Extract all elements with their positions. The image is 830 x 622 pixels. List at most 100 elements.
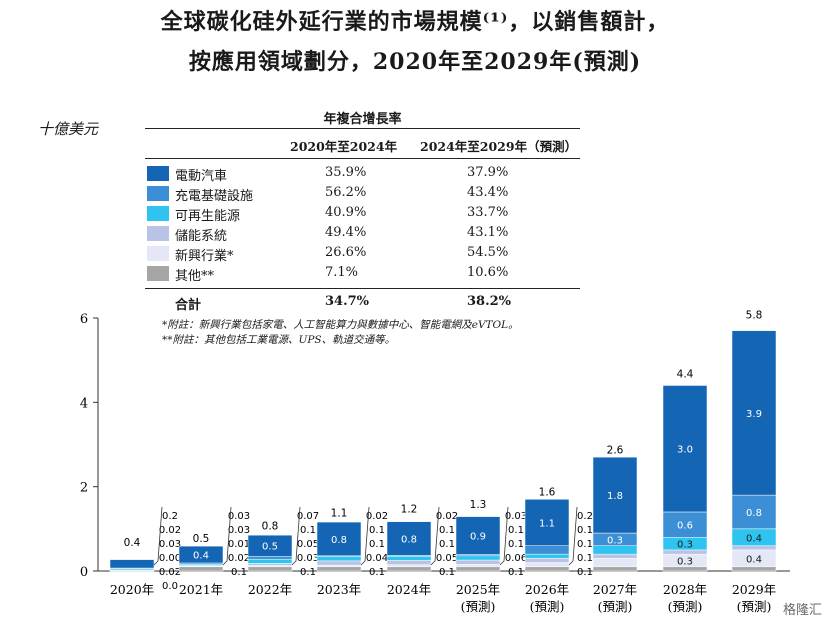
data-label: 3.9 bbox=[746, 409, 762, 420]
total-label: 合計 bbox=[175, 298, 202, 313]
side-data-label: 0.05 bbox=[436, 553, 458, 564]
bar-segment bbox=[455, 566, 501, 572]
x-tick-label: 2021年 bbox=[179, 582, 223, 597]
bar-segment bbox=[247, 555, 293, 560]
bar-segment bbox=[455, 559, 501, 565]
bar-segment bbox=[592, 566, 638, 572]
total-label: 1.1 bbox=[331, 508, 348, 520]
table-rule bbox=[145, 158, 580, 159]
side-data-label: 0.02 bbox=[159, 567, 181, 578]
side-data-label: 0.03 bbox=[228, 525, 250, 536]
side-data-label: 0.06 bbox=[505, 553, 527, 564]
side-data-label: 0.1 bbox=[300, 525, 316, 536]
bar-segment bbox=[316, 521, 362, 557]
x-tick-label: 2023年 bbox=[317, 582, 361, 597]
side-data-label: 0.02 bbox=[366, 511, 388, 522]
bar-segment bbox=[592, 456, 638, 534]
footnote-other: **附註：其他包括工業電源、UPS、軌道交通等。 bbox=[162, 334, 396, 346]
bar-segment bbox=[524, 553, 570, 559]
x-tick-label: 2025年 bbox=[456, 582, 500, 597]
cagr-value: 7.1% bbox=[325, 265, 359, 280]
side-data-label: 0.1 bbox=[369, 539, 385, 550]
bar-segment bbox=[662, 511, 708, 538]
bar-segment bbox=[386, 566, 432, 572]
data-label: 0.3 bbox=[677, 556, 693, 567]
cagr-value: 56.2% bbox=[325, 185, 367, 200]
bar-segment bbox=[386, 521, 432, 556]
cagr-row-other: 其他** 7.1% 10.6% bbox=[145, 264, 580, 284]
bar-segment bbox=[178, 545, 224, 564]
side-data-label: 0.1 bbox=[369, 525, 385, 536]
bar-segment bbox=[247, 558, 293, 564]
y-tick-label: 0 bbox=[80, 565, 88, 580]
x-tick-label: 2027年 bbox=[593, 582, 637, 597]
bar-segment bbox=[662, 385, 708, 513]
data-label: 0.4 bbox=[746, 533, 762, 544]
legend-swatch-ev bbox=[147, 166, 169, 181]
total-label: 1.2 bbox=[401, 503, 418, 515]
cagr-row-total: 合計 34.7% 38.2% bbox=[145, 293, 580, 313]
legend-label: 充電基礎設施 bbox=[175, 189, 254, 204]
total-label: 2.6 bbox=[607, 444, 624, 456]
y-tick-label: 6 bbox=[80, 312, 88, 327]
x-tick-label: 2028年 bbox=[663, 582, 707, 597]
cagr-row-ev: 電動汽車 35.9% 37.9% bbox=[145, 164, 580, 184]
y-tick-label: 4 bbox=[80, 396, 88, 411]
data-label: 0.3 bbox=[677, 540, 693, 551]
side-data-label: 0.01 bbox=[228, 539, 250, 550]
side-data-label: 0.02 bbox=[228, 553, 250, 564]
leader-line bbox=[153, 506, 163, 566]
leader-line bbox=[360, 506, 370, 566]
x-tick-label: (預測) bbox=[461, 599, 496, 614]
bar-segment bbox=[731, 566, 777, 572]
watermark: 格隆汇 bbox=[782, 603, 822, 618]
side-data-label: 0.1 bbox=[439, 539, 455, 550]
cagr-value: 26.6% bbox=[325, 245, 367, 260]
total-label: 1.6 bbox=[539, 487, 556, 499]
x-tick-label: (預測) bbox=[530, 599, 565, 614]
total-label: 1.3 bbox=[470, 499, 487, 511]
bar-segment bbox=[731, 494, 777, 530]
bar-segment bbox=[524, 499, 570, 546]
bar-segment bbox=[455, 564, 501, 568]
bar-segment bbox=[524, 566, 570, 572]
legend-label: 儲能系統 bbox=[175, 229, 228, 244]
bar-segment bbox=[524, 562, 570, 568]
cagr-value: 38.2% bbox=[467, 294, 512, 309]
cagr-value: 33.7% bbox=[467, 205, 509, 220]
legend-label: 電動汽車 bbox=[175, 169, 228, 184]
side-data-label: 0.1 bbox=[300, 567, 316, 578]
side-data-label: 0.1 bbox=[577, 539, 593, 550]
cagr-value: 10.6% bbox=[467, 265, 509, 280]
data-label: 0.8 bbox=[331, 535, 347, 546]
footnotes: *附註：新興行業包括家電、人工智能算力與數據中心、智能電網及eVTOL。 **附… bbox=[162, 318, 519, 348]
leader-line bbox=[222, 506, 232, 566]
chart-title-line-2: 按應用領域劃分，2020年至2029年(預測) bbox=[188, 49, 642, 75]
side-data-label: 0.2 bbox=[577, 511, 593, 522]
bar-segment bbox=[316, 556, 362, 562]
data-label: 1.8 bbox=[607, 491, 623, 502]
side-data-label: 0.1 bbox=[439, 525, 455, 536]
bar-segment bbox=[247, 534, 293, 557]
side-data-label: 0.04 bbox=[366, 553, 388, 564]
total-label: 4.4 bbox=[677, 368, 694, 380]
legend-label: 新興行業* bbox=[175, 249, 234, 264]
side-data-label: 0.00 bbox=[159, 553, 181, 564]
x-tick-label: (預測) bbox=[737, 599, 772, 614]
cagr-value: 37.9% bbox=[467, 165, 509, 180]
bar-segment bbox=[386, 555, 432, 561]
legend-swatch-other bbox=[147, 266, 169, 281]
total-label: 0.4 bbox=[124, 537, 141, 549]
bar-segment bbox=[109, 559, 155, 569]
side-data-label: 0.1 bbox=[508, 567, 524, 578]
leader-line bbox=[568, 506, 578, 566]
cagr-col2-header: 2024年至2029年（預測） bbox=[420, 139, 578, 154]
bar-segment bbox=[524, 545, 570, 555]
x-tick-label: 2029年 bbox=[732, 582, 776, 597]
bar-segment bbox=[316, 560, 362, 566]
side-data-label: 0.1 bbox=[508, 539, 524, 550]
bar-segment bbox=[731, 330, 777, 496]
x-tick-label: 2026年 bbox=[525, 582, 569, 597]
data-label: 0.9 bbox=[470, 532, 486, 543]
